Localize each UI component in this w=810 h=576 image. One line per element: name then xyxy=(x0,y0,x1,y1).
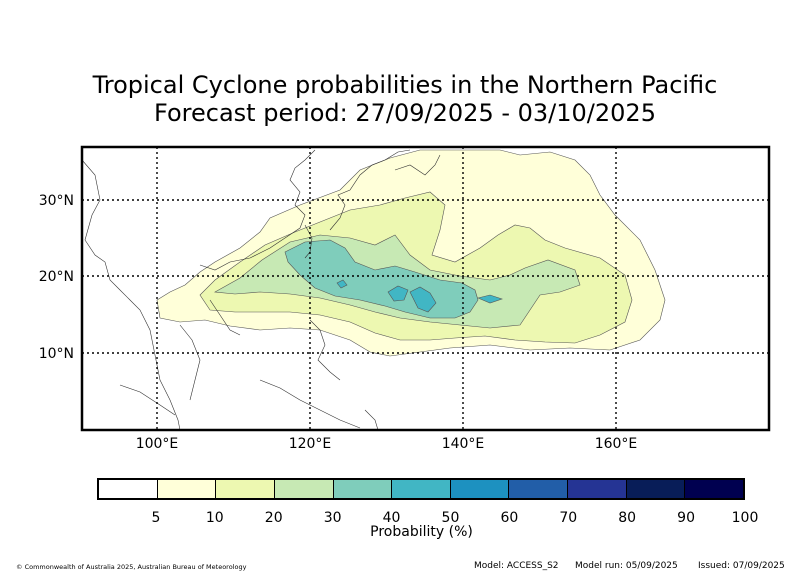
lat-tick-20: 20°N xyxy=(39,269,74,285)
colorbar-cell xyxy=(509,480,569,498)
colorbar-cell xyxy=(99,480,158,498)
contour-40-c xyxy=(477,294,503,304)
coastlines xyxy=(82,149,441,430)
colorbar-tick-label: 80 xyxy=(618,510,637,526)
contour-40-d xyxy=(336,279,348,289)
probability-map: 100°E 120°E 140°E 160°E 30°N 20°N 10°N xyxy=(39,145,771,452)
contour-40-b xyxy=(409,286,437,313)
colorbar-cell xyxy=(392,480,451,498)
title-line-1: Tropical Cyclone probabilities in the No… xyxy=(92,71,718,99)
colorbar-cell xyxy=(450,480,510,498)
lon-tick-140: 140°E xyxy=(442,436,485,452)
colorbar-tick-label: 70 xyxy=(559,510,578,526)
colorbar-cell xyxy=(157,480,217,498)
colorbar-tick-label: 90 xyxy=(677,510,695,526)
contour-40-a xyxy=(387,285,409,302)
colorbar-tick-label: 50 xyxy=(441,510,460,526)
map-frame xyxy=(80,145,771,432)
model-run-text: Model run: 05/09/2025 xyxy=(575,561,678,571)
colorbar-cell xyxy=(626,480,686,498)
colorbar-cell xyxy=(274,480,334,498)
colorbar-label: Probability (%) xyxy=(370,524,473,540)
colorbar-tick-label: 5 xyxy=(151,510,161,526)
colorbar-tick-label: 40 xyxy=(382,510,401,526)
colorbar-cell xyxy=(333,480,393,498)
colorbar-tick-label: 20 xyxy=(264,510,283,526)
model-text: Model: ACCESS_S2 xyxy=(474,561,559,571)
title-line-2: Forecast period: 27/09/2025 - 03/10/2025 xyxy=(154,99,656,127)
issued-text: Issued: 07/09/2025 xyxy=(698,561,785,571)
colorbar-tick-label: 30 xyxy=(323,510,342,526)
lat-tick-30: 30°N xyxy=(39,193,74,209)
gridlines xyxy=(82,147,769,430)
copyright-text: © Commonwealth of Australia 2025, Austra… xyxy=(16,563,247,571)
colorbar-cell xyxy=(216,480,275,498)
colorbar-tick-label: 100 xyxy=(731,510,759,526)
colorbar-tick-label: 10 xyxy=(205,510,224,526)
colorbar-tick-label: 60 xyxy=(500,510,519,526)
colorbar-cell xyxy=(685,480,744,498)
colorbar-cell xyxy=(568,480,627,498)
lon-tick-160: 160°E xyxy=(595,436,638,452)
lat-tick-10: 10°N xyxy=(39,346,74,362)
lon-tick-120: 120°E xyxy=(289,436,332,452)
colorbar xyxy=(97,478,745,500)
lon-tick-100: 100°E xyxy=(136,436,179,452)
